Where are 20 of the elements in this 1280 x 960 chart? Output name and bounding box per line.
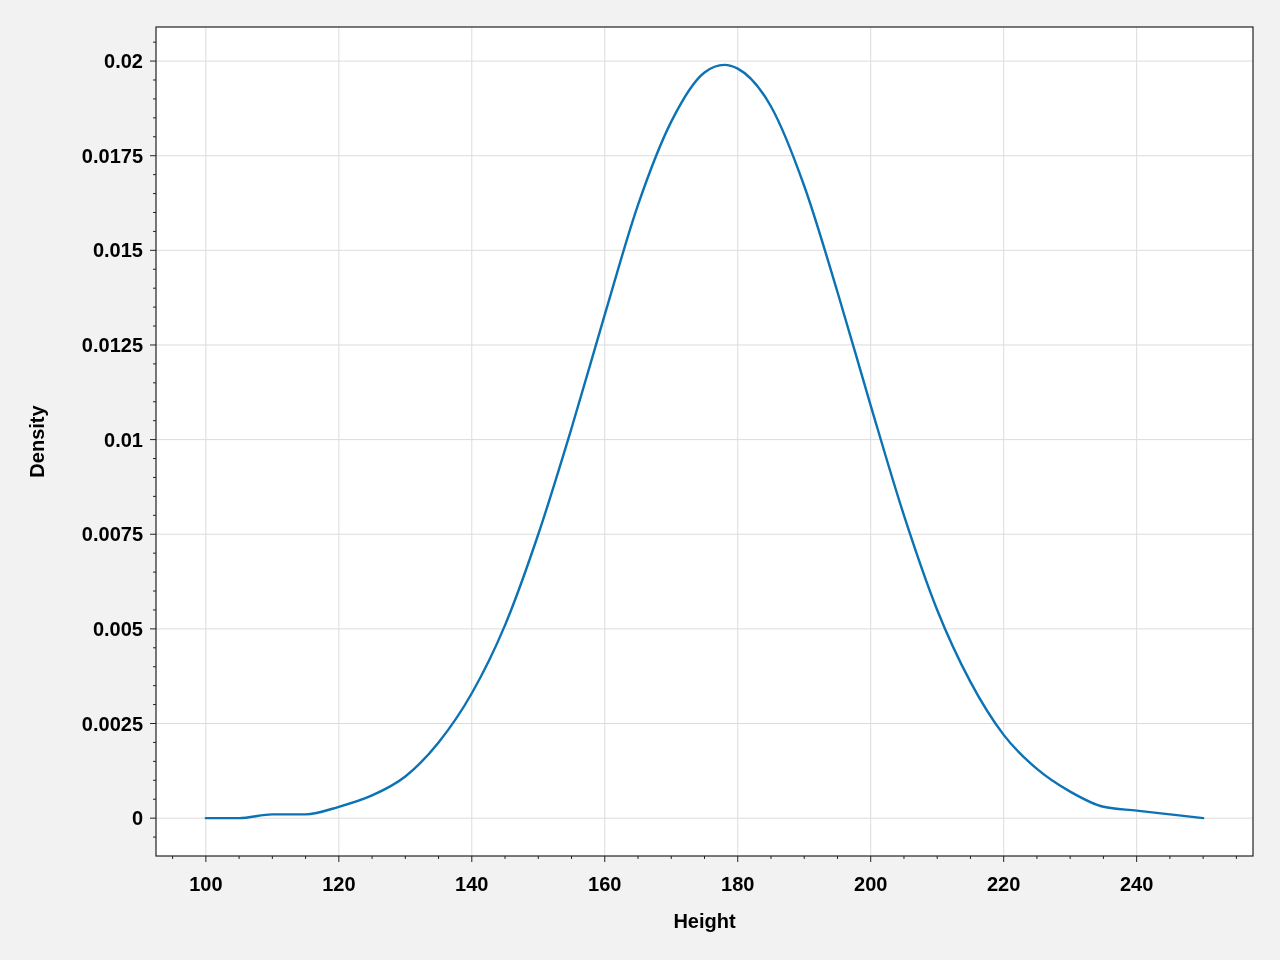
y-tick-label: 0.01 — [104, 428, 143, 451]
x-tick-label: 100 — [189, 873, 223, 895]
y-tick-label: 0.0125 — [81, 333, 143, 356]
x-tick-label: 200 — [854, 873, 888, 895]
y-tick-label: 0.0025 — [81, 712, 143, 735]
y-tick-label: 0.0075 — [81, 523, 143, 546]
x-tick-label: 140 — [455, 873, 489, 895]
y-tick-label: 0 — [131, 807, 143, 830]
x-axis-title: Height — [673, 910, 736, 932]
y-tick-label: 0.02 — [104, 50, 143, 73]
y-tick-label: 0.015 — [92, 239, 143, 262]
y-tick-label: 0.005 — [92, 617, 143, 640]
x-tick-label: 120 — [322, 873, 356, 895]
x-tick-label: 180 — [721, 873, 755, 895]
x-tick-label: 240 — [1119, 873, 1154, 895]
y-axis-title: Density — [26, 404, 48, 478]
line-series — [204, 63, 1205, 820]
y-tick-label: 0.0175 — [81, 144, 143, 167]
x-tick-label: 160 — [588, 873, 622, 895]
x-tick-label: 220 — [986, 873, 1021, 895]
